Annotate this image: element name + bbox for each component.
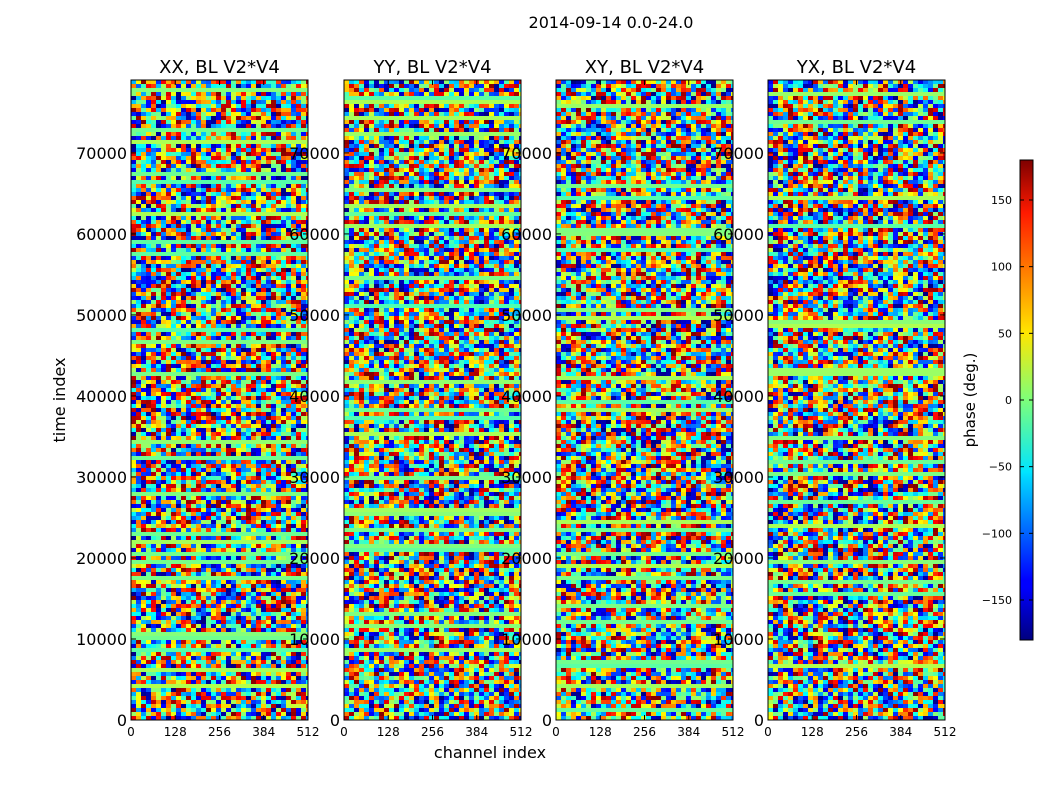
y-tick-label: 30000	[713, 468, 764, 487]
y-tick-label: 20000	[501, 549, 552, 568]
colorbar-tick-label: 100	[991, 261, 1012, 274]
x-tick-label: 256	[633, 725, 656, 739]
y-tick-label: 40000	[501, 387, 552, 406]
x-tick-label: 512	[722, 725, 745, 739]
x-tick-label: 0	[552, 725, 560, 739]
heatmap-image	[344, 80, 521, 720]
y-tick-label: 50000	[289, 306, 340, 325]
y-tick-label: 10000	[289, 630, 340, 649]
y-tick-label: 10000	[76, 630, 127, 649]
y-tick-label: 20000	[76, 549, 127, 568]
colorbar-tick-label: 0	[1005, 394, 1012, 407]
x-tick-label: 0	[127, 725, 135, 739]
heatmap-image	[131, 80, 308, 720]
x-tick-label: 384	[677, 725, 700, 739]
y-tick-label: 70000	[289, 144, 340, 163]
y-tick-label: 20000	[713, 549, 764, 568]
y-tick-label: 60000	[289, 225, 340, 244]
x-tick-label: 256	[845, 725, 868, 739]
y-tick-label: 0	[117, 711, 127, 730]
heatmap-image	[556, 80, 733, 720]
panel-yy: YY, BL V2*V4 0 128 256 384 512 0 10000 20000 3000…	[289, 57, 532, 739]
y-tick-label: 60000	[713, 225, 764, 244]
panel-yx: YX, BL V2*V4 0 128 256 384 512 0 10000 20000 3000…	[713, 57, 956, 739]
x-tick-label: 384	[465, 725, 488, 739]
y-tick-label: 30000	[289, 468, 340, 487]
panels: XX, BL V2*V4 0 128 256 384 512 0 10000 20000 3000…	[76, 57, 956, 739]
y-tick-label: 60000	[76, 225, 127, 244]
x-tick-label: 384	[252, 725, 275, 739]
x-tick-label: 512	[934, 725, 957, 739]
x-tick-label: 512	[297, 725, 320, 739]
colorbar: −150 −100 −50 0 50 100 150 phase (deg.)	[961, 159, 1034, 641]
figure-suptitle: 2014-09-14 0.0-24.0	[529, 13, 694, 32]
y-tick-label: 70000	[501, 144, 552, 163]
y-tick-label: 20000	[289, 549, 340, 568]
x-tick-label: 256	[421, 725, 444, 739]
x-tick-label: 0	[340, 725, 348, 739]
colorbar-tick-label: −50	[989, 461, 1012, 474]
y-tick-label: 70000	[76, 144, 127, 163]
colorbar-tick-label: 50	[998, 327, 1012, 340]
x-tick-label: 384	[889, 725, 912, 739]
y-axis-label: time index	[50, 357, 69, 442]
colorbar-label: phase (deg.)	[961, 353, 979, 448]
panel-title: YX, BL V2*V4	[796, 57, 916, 78]
panel-title: XX, BL V2*V4	[159, 57, 280, 78]
x-tick-label: 128	[377, 725, 400, 739]
heatmap-image	[768, 80, 945, 720]
x-tick-label: 512	[510, 725, 533, 739]
colorbar-tick-label: 150	[991, 194, 1012, 207]
y-tick-label: 50000	[76, 306, 127, 325]
y-tick-label: 40000	[76, 387, 127, 406]
y-tick-label: 40000	[289, 387, 340, 406]
panel-xy: XY, BL V2*V4 0 128 256 384 512 0 10000 20000 3000…	[501, 57, 744, 739]
colorbar-ticks: −150 −100 −50 0 50 100 150	[982, 194, 1033, 607]
x-tick-label: 0	[764, 725, 772, 739]
x-tick-label: 128	[589, 725, 612, 739]
y-tick-label: 0	[542, 711, 552, 730]
panel-title: XY, BL V2*V4	[585, 57, 704, 78]
panel-title: YY, BL V2*V4	[372, 57, 491, 78]
y-tick-label: 50000	[713, 306, 764, 325]
y-tick-label: 60000	[501, 225, 552, 244]
y-tick-label: 30000	[76, 468, 127, 487]
y-tick-label: 50000	[501, 306, 552, 325]
y-tick-label: 40000	[713, 387, 764, 406]
x-axis-label: channel index	[434, 743, 546, 762]
y-tick-label: 70000	[713, 144, 764, 163]
x-tick-label: 128	[801, 725, 824, 739]
x-tick-label: 128	[164, 725, 187, 739]
y-tick-label: 0	[754, 711, 764, 730]
y-tick-label: 10000	[713, 630, 764, 649]
x-tick-label: 256	[208, 725, 231, 739]
y-tick-label: 30000	[501, 468, 552, 487]
y-tick-label: 0	[330, 711, 340, 730]
panel-xx: XX, BL V2*V4 0 128 256 384 512 0 10000 20000 3000…	[76, 57, 319, 739]
colorbar-tick-label: −150	[982, 594, 1012, 607]
y-tick-label: 10000	[501, 630, 552, 649]
colorbar-tick-label: −100	[982, 527, 1012, 540]
